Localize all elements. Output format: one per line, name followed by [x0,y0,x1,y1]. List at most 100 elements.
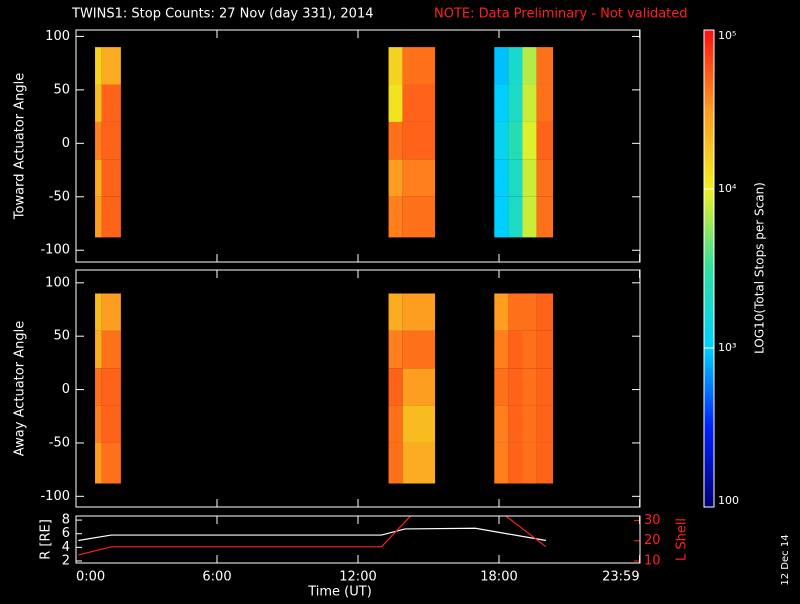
heatmap-cell [494,159,509,197]
heatmap-cell [388,121,403,160]
y2-tick-label: 30 [644,513,661,528]
heatmap-cell [508,293,523,331]
heatmap-cell [522,330,537,369]
y-axis-label: R [RE] [39,519,54,560]
plot-frame [75,515,641,564]
x-tick-label: 23:59 [602,570,639,585]
heatmap-cell [522,293,537,331]
heatmap-cell [522,442,537,484]
heatmap-cell [388,84,403,122]
heatmap-cell [388,330,403,369]
heatmap-cell [101,293,121,331]
colorbar-tick-label: 10⁵ [718,29,736,42]
heatmap-cell [101,121,121,160]
heatmap-cell [536,84,554,122]
heatmap-cell [101,330,121,369]
y2-tick-label: 20 [644,533,661,548]
heatmap-cell [494,442,509,484]
heatmap-cell [494,368,509,406]
heatmap-cell [101,442,121,484]
heatmap-cell [101,47,121,85]
heatmap-cell [402,405,436,443]
heatmap-cell [402,330,436,369]
heatmap-cell [388,293,403,331]
heatmap-cell [494,47,509,85]
heatmap-cell [494,330,509,369]
heatmap-cell [522,405,537,443]
x-tick-label: 6:00 [202,570,231,585]
heatmap-cell [536,442,554,484]
y2-tick-label: 10 [644,553,661,568]
y-tick-label: -100 [40,489,70,504]
y-tick-label: 6 [62,526,70,541]
heatmap-cell [536,368,554,406]
heatmap-cell [494,405,509,443]
heatmap-cell [388,47,403,85]
heatmap-cell [508,405,523,443]
y-tick-label: 0 [62,136,70,151]
heatmap-cell [522,84,537,122]
heatmap-cell [508,159,523,197]
plot-frame [75,269,641,508]
x-tick-label: 18:00 [480,570,517,585]
heatmap-cell [388,405,403,443]
heatmap-cell [536,196,554,238]
heatmap-cell [494,196,509,238]
heatmap-cell [494,293,509,331]
title: TWINS1: Stop Counts: 27 Nov (day 331), 2… [71,7,374,22]
heatmap-cell [95,84,102,122]
heatmap-cell [402,293,436,331]
heatmap-cell [95,368,102,406]
y-tick-label: 8 [62,513,70,528]
y-tick-label: -50 [49,189,70,204]
heatmap-cell [95,121,102,160]
heatmap-cell [494,84,509,122]
y-tick-label: 2 [62,553,70,568]
x-tick-label: 0:00 [76,570,105,585]
heatmap-cell [508,84,523,122]
series-line [78,527,547,542]
y-tick-label: 4 [62,540,70,555]
x-tick-label: 12:00 [339,570,376,585]
x-axis-label: Time (UT) [307,585,372,600]
heatmap-cell [388,442,403,484]
heatmap-cell [402,442,436,484]
heatmap-cell [402,159,436,197]
colorbar-label: LOG10(Total Stops per Scan) [753,182,767,354]
heatmap-cell [402,196,436,238]
heatmap-cell [536,330,554,369]
heatmap-cell [95,330,102,369]
heatmap-cell [402,368,436,406]
heatmap-cell [402,47,436,85]
heatmap-cell [536,121,554,160]
heatmap-cell [101,84,121,122]
y-tick-label: 100 [45,29,70,44]
heatmap-cell [536,293,554,331]
heatmap-cell [522,47,537,85]
colorbar-tick-label: 100 [718,494,739,507]
colorbar-tick-label: 10⁴ [718,182,737,195]
heatmap-cell [95,293,102,331]
heatmap-cell [522,196,537,238]
heatmap-cell [508,196,523,238]
heatmap-cell [95,442,102,484]
heatmap-cell [95,196,102,238]
y-tick-label: -50 [49,435,70,450]
heatmap-cell [536,159,554,197]
colorbar [703,29,715,508]
colorbar-tick-label: 10³ [718,341,736,354]
y-axis-label: Away Actuator Angle [13,321,28,456]
y-axis-label: Toward Actuator Angle [13,73,28,220]
heatmap-cell [522,368,537,406]
heatmap-cell [508,121,523,160]
heatmap-cell [402,84,436,122]
heatmap-cell [101,368,121,406]
heatmap-cell [522,159,537,197]
y2-axis-label: L Shell [675,518,690,561]
heatmap-cell [536,47,554,85]
heatmap-cell [388,196,403,238]
y-tick-label: 50 [53,329,70,344]
heatmap-cell [508,368,523,406]
line-layer [78,516,547,556]
